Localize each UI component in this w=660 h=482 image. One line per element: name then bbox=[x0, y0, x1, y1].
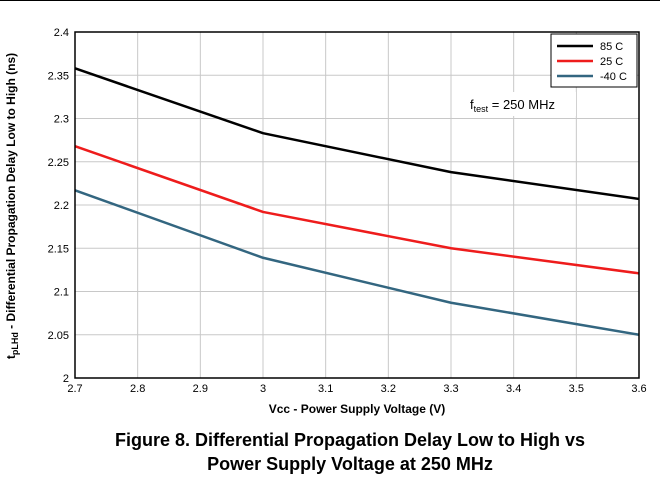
y-tick-label: 2.2 bbox=[54, 200, 69, 212]
annotation-background bbox=[464, 92, 576, 116]
series-25c-line bbox=[74, 145, 640, 275]
y-tick-label: 2.3 bbox=[54, 114, 69, 126]
x-tick-label: 2.7 bbox=[67, 383, 82, 395]
caption-line-1: Figure 8. Differential Propagation Delay… bbox=[114, 430, 586, 450]
x-tick-label: 3.1 bbox=[318, 383, 333, 395]
caption-line-2: Power Supply Voltage at 250 MHz bbox=[207, 454, 493, 474]
series-minus40c-line bbox=[74, 189, 640, 336]
x-tick-label: 3.2 bbox=[381, 383, 396, 395]
x-tick-label: 2.8 bbox=[130, 383, 145, 395]
x-tick-label: 3.6 bbox=[631, 383, 646, 395]
y-tick-labels: 2 2.05 2.1 2.15 2.2 2.25 2.3 2.35 2.4 bbox=[48, 27, 69, 385]
series-lines bbox=[74, 67, 640, 336]
top-rule bbox=[0, 0, 660, 1]
y-tick-label: 2.1 bbox=[54, 287, 69, 299]
x-tick-label: 3.4 bbox=[506, 383, 521, 395]
legend-label-85c: 85 C bbox=[600, 41, 623, 53]
x-axis-label: Vcc - Power Supply Voltage (V) bbox=[269, 402, 445, 416]
y-tick-label: 2.4 bbox=[54, 27, 69, 39]
legend-label-minus40c: -40 C bbox=[600, 71, 627, 83]
frequency-annotation: ftest = 250 MHz bbox=[470, 97, 555, 114]
y-tick-label: 2 bbox=[63, 373, 69, 385]
x-tick-label: 2.9 bbox=[193, 383, 208, 395]
series-85c-line bbox=[74, 67, 640, 201]
grid-lines bbox=[75, 32, 639, 378]
plot-border bbox=[74, 31, 640, 379]
x-tick-label: 3 bbox=[260, 383, 266, 395]
y-tick-label: 2.35 bbox=[48, 70, 69, 82]
x-tick-label: 3.5 bbox=[569, 383, 584, 395]
x-tick-label: 3.3 bbox=[443, 383, 458, 395]
y-tick-label: 2.25 bbox=[48, 157, 69, 169]
y-tick-label: 2.05 bbox=[48, 330, 69, 342]
legend: 85 C 25 C -40 C bbox=[550, 33, 638, 88]
figure-caption: Figure 8. Differential Propagation Delay… bbox=[0, 428, 660, 476]
legend-label-25c: 25 C bbox=[600, 56, 623, 68]
x-tick-labels: 2.7 2.8 2.9 3 3.1 3.2 3.3 3.4 3.5 3.6 bbox=[67, 383, 646, 395]
y-axis-label: tpLHd - Differential Propagation Delay L… bbox=[4, 53, 20, 359]
y-tick-label: 2.15 bbox=[48, 243, 69, 255]
line-chart: 2.7 2.8 2.9 3 3.1 3.2 3.3 3.4 3.5 3.6 2 2.05 2.1 2.1… bbox=[4, 27, 647, 416]
